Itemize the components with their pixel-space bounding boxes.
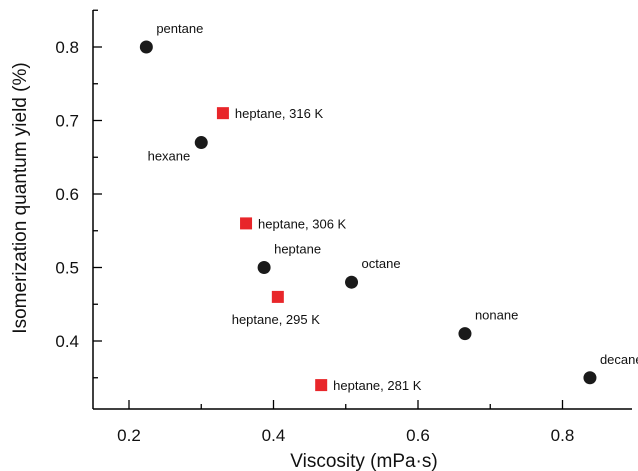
x-tick-label: 0.2 <box>117 426 141 445</box>
data-point-label: heptane, 295 K <box>232 312 321 327</box>
data-points <box>139 40 597 392</box>
x-tick-label: 0.4 <box>262 426 286 445</box>
data-point-circle <box>257 261 271 274</box>
y-tick-label: 0.7 <box>55 112 79 131</box>
data-point-square <box>240 217 253 230</box>
point-labels: pentane hexane heptane octane nonane decane he… <box>148 21 638 393</box>
data-point-label: pentane <box>156 21 203 36</box>
data-point-label: octane <box>362 256 401 271</box>
y-tick-label: 0.4 <box>55 332 79 351</box>
data-point-square <box>315 379 328 392</box>
data-point-circle <box>458 327 472 341</box>
y-axis-title: Isomerization quantum yield (%) <box>10 62 31 333</box>
x-tick-label: 0.8 <box>551 426 575 445</box>
data-point-label: heptane, 281 K <box>333 378 422 393</box>
data-point-label: heptane, 306 K <box>258 216 347 231</box>
ticks: 0.2 0.4 0.6 0.8 0.4 0.5 0.6 0.7 0.8 <box>55 9 575 445</box>
data-point-label: nonane <box>475 308 518 323</box>
axes <box>92 10 632 410</box>
y-tick-label: 0.6 <box>55 185 79 204</box>
data-point-circle <box>345 275 359 289</box>
data-point-circle <box>139 40 153 54</box>
data-point-square <box>271 290 284 303</box>
data-point-label: heptane, 316 K <box>235 106 324 121</box>
data-point-label: hexane <box>148 149 191 164</box>
data-point-label: heptane <box>274 242 321 257</box>
x-tick-label: 0.6 <box>406 426 430 445</box>
y-tick-label: 0.5 <box>55 259 79 278</box>
data-point-circle <box>583 371 597 385</box>
data-point-label: decane <box>600 352 638 367</box>
data-point-square <box>216 107 229 120</box>
x-axis-title: Viscosity (mPa·s) <box>290 451 437 471</box>
data-point-circle <box>194 136 208 150</box>
y-tick-label: 0.8 <box>55 38 79 57</box>
